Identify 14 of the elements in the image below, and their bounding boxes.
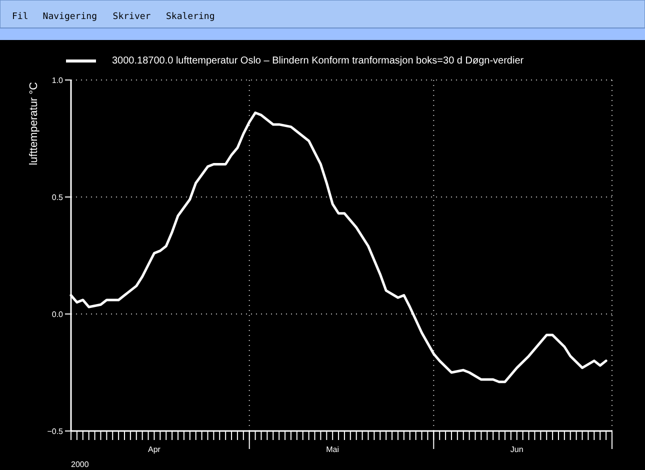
y-tick-label: 0.0 (52, 310, 64, 319)
y-tick-label: 0.5 (52, 193, 64, 202)
x-tick-label: Mai (326, 445, 340, 454)
x-tick-label: Jun (510, 445, 524, 454)
text: Fil (12, 12, 28, 22)
text: Skalering (166, 12, 215, 22)
x-tick-label: Apr (148, 445, 161, 454)
y-tick-label: −0.5 (47, 427, 64, 436)
text: Skriver (112, 12, 152, 22)
x-axis-title: 2000 (71, 460, 90, 469)
y-tick-label: 1.0 (52, 76, 64, 85)
legend-label: 3000.18700.0 lufttemperatur Oslo – Blindern Konform tranformasjon boks=30 d Døgn-verdier (112, 56, 524, 67)
y-axis-title: lufttemperatur °C (28, 82, 40, 166)
text: Navigering (42, 12, 97, 22)
